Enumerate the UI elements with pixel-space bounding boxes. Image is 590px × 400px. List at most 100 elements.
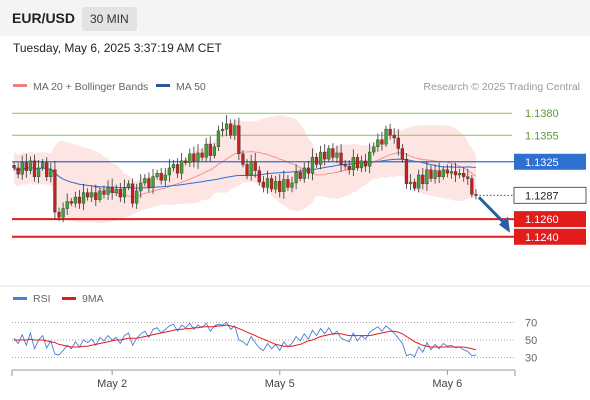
legend-swatch [156, 84, 170, 87]
candle [188, 153, 192, 163]
candle [81, 192, 86, 204]
candle [347, 165, 351, 170]
candle [126, 183, 131, 188]
candle [114, 188, 118, 193]
candle [269, 178, 274, 190]
candle [282, 179, 286, 192]
legend-swatch [13, 84, 27, 87]
timestamp: Tuesday, May 6, 2025 3:37:19 AM CET [13, 41, 222, 55]
candle [143, 178, 147, 184]
candle [368, 151, 372, 167]
candle [139, 182, 143, 192]
candle [12, 165, 16, 169]
candle [290, 182, 294, 188]
candle [274, 180, 278, 190]
candle [310, 157, 315, 174]
candle [425, 169, 429, 185]
candle [404, 158, 409, 185]
candle [32, 160, 37, 177]
candle [171, 164, 176, 169]
candle [237, 125, 241, 155]
candle [470, 178, 474, 195]
candle [155, 173, 159, 177]
candle [98, 190, 102, 200]
forecast-arrow [477, 196, 506, 224]
candle [16, 167, 20, 175]
ma50-line [13, 158, 477, 189]
candle [306, 167, 310, 174]
resistance-label: 1.1380 [525, 108, 559, 120]
rsi-legend-label: 9MA [82, 293, 104, 305]
rsi-legend-label: RSI [33, 293, 51, 305]
candle [384, 128, 388, 145]
candle [261, 181, 266, 188]
candle [45, 162, 49, 177]
candle [421, 174, 425, 185]
candle [135, 190, 139, 204]
candle [351, 157, 355, 170]
candle [441, 169, 445, 177]
candle [49, 169, 53, 177]
candle [24, 162, 28, 171]
candle [343, 164, 347, 167]
x-tick-label: May 2 [97, 378, 127, 390]
candle [429, 169, 433, 179]
rsi-legend-swatch [13, 297, 27, 300]
candle [167, 167, 172, 176]
candle [110, 187, 114, 193]
rsi-level-label: 30 [525, 353, 537, 365]
header-bar: EUR/USD 30 MIN [0, 0, 590, 36]
candle [453, 171, 458, 176]
timeframe-button[interactable]: 30 MIN [82, 7, 137, 31]
support-tag [514, 211, 586, 228]
candle [294, 172, 298, 184]
candle [466, 176, 470, 179]
candle [278, 180, 282, 192]
source-credit: Research © 2025 Trading Central [423, 81, 580, 93]
last-price-tag [513, 186, 587, 204]
candle [372, 146, 376, 153]
candle [457, 173, 462, 176]
candle [61, 208, 65, 218]
candle [69, 201, 73, 204]
candle [118, 188, 122, 198]
rsi-line [13, 321, 477, 358]
pivot-tag [514, 153, 586, 170]
candle [417, 174, 421, 189]
forecast-arrow-head [499, 216, 510, 233]
candle [339, 152, 343, 165]
candle [359, 160, 364, 169]
candle [57, 211, 61, 218]
x-tick-label: May 6 [432, 378, 462, 390]
rsi-level-label: 70 [525, 317, 537, 329]
candle [318, 151, 323, 165]
candle [73, 196, 77, 204]
candle [245, 164, 249, 176]
candle [376, 139, 380, 147]
candle [122, 187, 127, 198]
candle [229, 123, 233, 136]
candle [200, 152, 204, 158]
candle [396, 137, 400, 149]
candle [85, 192, 90, 198]
candle [392, 135, 396, 139]
candle [257, 170, 261, 183]
candle [180, 160, 184, 174]
candle [331, 148, 335, 158]
candle [90, 192, 94, 198]
candle [400, 148, 405, 160]
candle [286, 179, 290, 188]
candle [302, 167, 306, 179]
candle [94, 192, 98, 200]
candle [216, 130, 221, 147]
candle [253, 161, 257, 171]
support-label: 1.1240 [525, 232, 559, 244]
candle [77, 196, 82, 204]
candle [433, 170, 437, 179]
candle [220, 128, 225, 132]
candle [106, 187, 110, 195]
candle [388, 128, 392, 136]
candle [380, 139, 384, 145]
candle [36, 167, 41, 177]
